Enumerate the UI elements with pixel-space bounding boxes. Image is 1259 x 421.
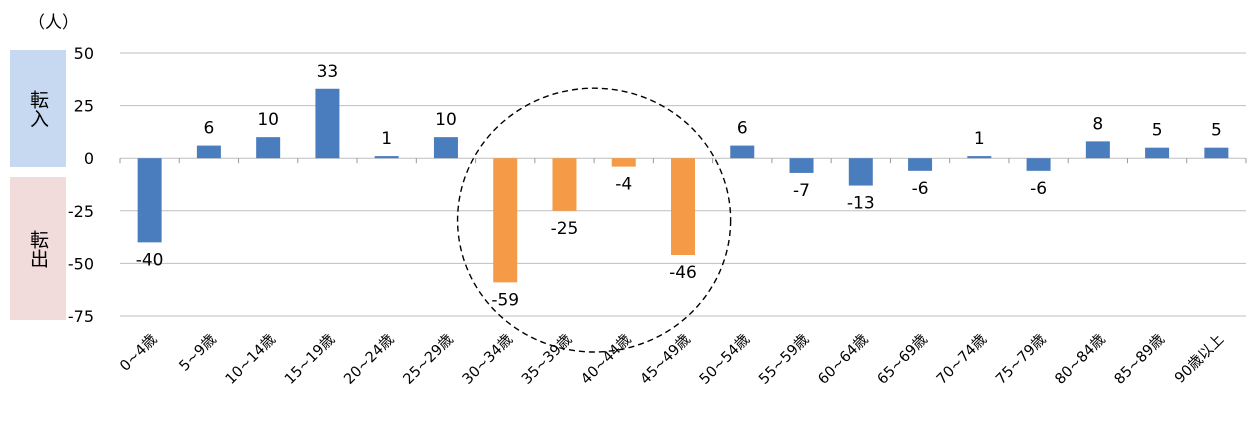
data-label: -25 [551,219,579,239]
x-tick-label: 40~44歳 [578,331,635,388]
data-label: -4 [615,175,632,195]
x-tick-label: 45~49歳 [637,331,694,388]
y-tick-label: 25 [74,97,94,116]
data-label: 1 [974,129,985,149]
y-tick-label: -75 [68,307,94,326]
y-tick-label: -50 [68,254,94,273]
data-label: 1 [381,129,392,149]
bar [1204,147,1229,159]
x-tick-label: 80~84歳 [1052,331,1109,388]
bar [1085,141,1110,159]
x-tick-label: 25~29歳 [400,331,457,388]
bar [967,156,992,159]
y-tick-label: 0 [84,149,94,168]
bar [1145,147,1170,159]
x-tick-label: 85~89歳 [1111,331,1168,388]
data-label: 6 [737,119,748,139]
x-tick-label: 90歳以上 [1171,331,1227,387]
data-label: 10 [435,110,457,130]
data-label: -59 [491,290,519,310]
bar [493,158,518,283]
x-tick-label: 50~54歳 [696,331,753,388]
x-tick-label: 0~4歳 [117,331,161,375]
outflow-indicator: 転出 [10,177,66,320]
bar [552,158,577,211]
bar [789,158,814,173]
y-tick-label: 50 [74,44,94,63]
data-label: -7 [793,181,810,201]
bar [908,158,933,171]
bar [137,158,162,243]
bar [671,158,695,255]
x-tick-label: 60~64歳 [815,331,872,388]
x-tick-label: 10~14歳 [222,331,279,388]
data-label: -13 [847,194,875,214]
x-tick-label: 35~39歳 [518,331,575,388]
data-label: 5 [1211,121,1222,141]
bar [256,137,281,159]
x-tick-label: 20~24歳 [341,331,398,388]
x-tick-label: 75~79歳 [992,331,1049,388]
x-tick-label: 5~9歳 [176,331,220,375]
y-tick-label: -25 [68,202,94,221]
x-tick-label: 30~34歳 [459,331,516,388]
bar [1026,158,1051,171]
bar [611,158,636,167]
bar [730,145,755,159]
data-label: -40 [136,250,164,270]
x-tick-label: 65~69歳 [874,331,931,388]
y-unit-label: （人） [28,13,79,33]
bar [315,88,340,159]
data-label: 10 [257,110,279,130]
x-tick-label: 55~59歳 [755,331,812,388]
inflow-label: 転入 [27,89,49,128]
bar [848,158,873,186]
x-tick-label: 15~19歳 [281,331,338,388]
data-label: -6 [912,179,929,199]
inflow-indicator: 転入 [10,50,66,167]
highlight-circle [456,87,732,353]
data-label: 6 [203,119,214,139]
data-label: 33 [317,62,339,82]
data-label: -6 [1030,179,1047,199]
data-label: 8 [1092,114,1103,134]
outflow-label: 転出 [27,229,49,268]
x-tick-label: 70~74歳 [933,331,990,388]
bar [196,145,221,159]
bar [374,156,399,159]
data-label: -46 [669,263,697,283]
data-label: 5 [1152,121,1163,141]
bar [433,137,458,159]
